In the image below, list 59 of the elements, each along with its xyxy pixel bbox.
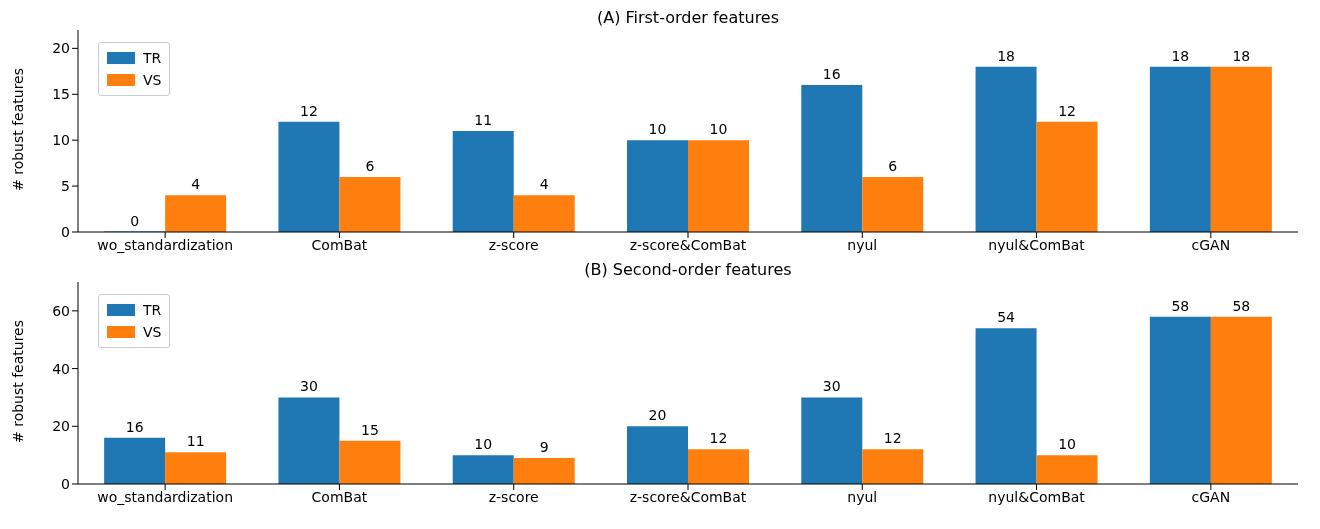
y-axis-title: # robust features (9, 319, 26, 443)
data-label: 6 (365, 157, 375, 174)
data-label: 12 (300, 102, 318, 119)
x-tick-label: ComBat (311, 488, 368, 505)
data-label: 30 (822, 378, 841, 395)
legend-label: VS (143, 72, 162, 88)
y-tick-label: 0 (61, 475, 70, 492)
x-tick-label: nyul (847, 236, 878, 253)
x-tick-label: wo_standardization (97, 236, 234, 253)
data-label: 16 (125, 418, 144, 435)
data-label: 12 (709, 430, 728, 447)
legend-label: TR (143, 302, 162, 318)
data-label: 11 (186, 433, 205, 450)
data-label: 10 (648, 121, 667, 138)
data-label: 15 (361, 421, 379, 438)
y-tick-label: 15 (52, 86, 70, 103)
y-tick-label: 60 (52, 302, 70, 319)
data-label: 18 (997, 47, 1015, 64)
data-label: 54 (997, 309, 1016, 326)
legend-label: VS (143, 324, 162, 340)
chart-title: (B) Second-order features (583, 260, 793, 280)
data-label: 10 (474, 436, 493, 453)
data-label: 12 (1058, 102, 1076, 119)
x-tick-label: z-score (488, 488, 539, 505)
data-label: 18 (1232, 47, 1251, 64)
data-label: 58 (1232, 297, 1251, 314)
x-tick-label: z-score&ComBat (629, 488, 747, 505)
y-tick-label: 20 (52, 418, 70, 435)
chart-title: (A) First-order features (595, 8, 781, 28)
legend-label: TR (143, 50, 162, 66)
data-label: 10 (709, 121, 728, 138)
y-tick-label: 0 (61, 223, 70, 240)
y-tick-label: 20 (52, 40, 70, 57)
data-label: 9 (539, 439, 549, 456)
x-tick-label: nyul (847, 488, 878, 505)
data-label: 4 (191, 176, 201, 193)
data-label: 6 (888, 157, 898, 174)
y-tick-label: 10 (52, 132, 70, 149)
x-tick-label: cGAN (1191, 236, 1231, 253)
data-label: 58 (1171, 297, 1190, 314)
x-tick-label: z-score&ComBat (629, 236, 747, 253)
x-tick-label: z-score (488, 236, 539, 253)
x-tick-label: cGAN (1191, 488, 1231, 505)
data-label: 20 (648, 407, 667, 424)
data-label: 18 (1171, 47, 1190, 64)
x-tick-label: nyul&ComBat (988, 488, 1086, 505)
data-label: 16 (822, 66, 841, 83)
x-tick-label: nyul&ComBat (988, 236, 1086, 253)
data-label: 12 (883, 430, 902, 447)
data-label: 30 (300, 378, 318, 395)
data-label: 4 (539, 176, 549, 193)
y-tick-label: 40 (52, 360, 70, 377)
y-tick-label: 5 (61, 178, 70, 195)
x-tick-label: wo_standardization (97, 488, 234, 505)
x-tick-label: ComBat (311, 236, 368, 253)
y-axis-title: # robust features (9, 67, 26, 191)
data-label: 10 (1058, 436, 1076, 453)
data-label: 11 (474, 112, 493, 128)
data-label: 0 (130, 212, 140, 229)
